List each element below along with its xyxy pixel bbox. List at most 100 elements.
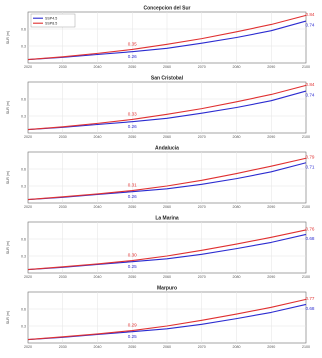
- data-label-mid-lower: 0.26: [128, 194, 137, 199]
- x-tick-label: 2060: [163, 205, 171, 209]
- y-tick-label: 0.3: [21, 184, 26, 188]
- x-tick-label: 2090: [267, 275, 275, 279]
- data-label-mid-upper: 0.31: [128, 183, 137, 188]
- data-label-mid-upper: 0.35: [128, 41, 137, 46]
- legend-label: SSP8.5: [45, 22, 57, 26]
- x-tick-label: 2060: [163, 275, 171, 279]
- legend-label: SSP4.5: [45, 17, 57, 21]
- data-label-mid-lower: 0.26: [128, 124, 137, 129]
- x-tick-label: 2050: [128, 275, 136, 279]
- x-tick-label: 2100: [302, 135, 310, 139]
- data-label-end-lower: 0.74: [306, 23, 315, 28]
- data-label-end-lower: 0.71: [306, 164, 315, 169]
- x-tick-label: 2090: [267, 65, 275, 69]
- panel-0: Concepcion del Sur 2020 2030 2040 2050 2060 20…: [6, 6, 315, 70]
- x-tick-label: 2090: [267, 205, 275, 209]
- data-label-mid-lower: 0.25: [128, 334, 137, 339]
- x-tick-label: 2100: [302, 65, 310, 69]
- series-ssp85-line: [27, 298, 307, 341]
- x-tick-label: 2030: [59, 275, 67, 279]
- x-tick-label: 2050: [128, 135, 136, 139]
- y-axis-label: SLR (m): [6, 311, 10, 324]
- x-tick-label: 2100: [302, 345, 310, 349]
- panel-3: La Marina 2020 2030 2040 2050 2060 2070 2080 209…: [6, 216, 315, 280]
- data-label-mid-upper: 0.29: [128, 323, 137, 328]
- x-tick-label: 2050: [128, 205, 136, 209]
- x-tick-label: 2050: [128, 65, 136, 69]
- x-tick-label: 2030: [59, 135, 67, 139]
- x-tick-label: 2030: [59, 65, 67, 69]
- x-tick-label: 2080: [233, 205, 241, 209]
- series-ssp85-line: [27, 14, 307, 61]
- panel-title: Andalucia: [155, 146, 179, 152]
- panel-2: Andalucia 2020 2030 2040 2050 2060 2070 2080 209…: [6, 146, 315, 210]
- x-tick-label: 2020: [24, 275, 32, 279]
- x-tick-label: 2070: [198, 135, 206, 139]
- x-tick-label: 2060: [163, 135, 171, 139]
- panel-1: San Cristobal 2020 2030 2040 2050 2060 2070 208…: [6, 76, 315, 140]
- x-tick-label: 2040: [94, 345, 102, 349]
- data-label-end-lower: 0.68: [306, 306, 315, 311]
- y-tick-label: 0.3: [21, 324, 26, 328]
- y-axis-label: SLR (m): [6, 101, 10, 114]
- y-tick-label: 0.3: [21, 114, 26, 118]
- data-label-mid-lower: 0.26: [128, 54, 137, 59]
- x-tick-label: 2070: [198, 275, 206, 279]
- x-tick-label: 2090: [267, 135, 275, 139]
- y-tick-label: 0.6: [21, 97, 26, 101]
- x-tick-label: 2060: [163, 65, 171, 69]
- y-tick-label: 0.6: [21, 27, 26, 31]
- y-tick-label: 0.6: [21, 167, 26, 171]
- x-tick-label: 2080: [233, 65, 241, 69]
- x-tick-label: 2090: [267, 345, 275, 349]
- x-tick-label: 2060: [163, 345, 171, 349]
- x-tick-label: 2040: [94, 135, 102, 139]
- y-tick-label: 0.6: [21, 237, 26, 241]
- series-ssp45-line: [27, 233, 307, 271]
- x-tick-label: 2070: [198, 205, 206, 209]
- panel-title: San Cristobal: [151, 76, 184, 82]
- y-axis-label: SLR (m): [6, 171, 10, 184]
- series-ssp85-line: [27, 229, 307, 271]
- y-axis-label: SLR (m): [6, 31, 10, 44]
- panel-title: La Marina: [155, 216, 179, 222]
- y-tick-label: 0.6: [21, 307, 26, 311]
- x-tick-label: 2040: [94, 205, 102, 209]
- panel-title: Marpuro: [157, 286, 177, 292]
- x-tick-label: 2100: [302, 275, 310, 279]
- series-ssp45-line: [27, 20, 307, 61]
- series-ssp45-line: [27, 162, 307, 201]
- x-tick-label: 2080: [233, 275, 241, 279]
- series-ssp85-line: [27, 157, 307, 201]
- x-tick-label: 2040: [94, 65, 102, 69]
- data-label-mid-lower: 0.25: [128, 264, 137, 269]
- data-label-end-lower: 0.68: [306, 236, 315, 241]
- x-tick-label: 2070: [198, 345, 206, 349]
- y-axis-label: SLR (m): [6, 241, 10, 254]
- x-tick-label: 2020: [24, 345, 32, 349]
- series-ssp85-line: [27, 84, 307, 131]
- data-label-end-upper: 0.84: [306, 82, 315, 87]
- x-tick-label: 2100: [302, 205, 310, 209]
- data-label-end-upper: 0.76: [306, 226, 315, 231]
- x-tick-label: 2020: [24, 65, 32, 69]
- x-tick-label: 2080: [233, 135, 241, 139]
- y-tick-label: 0.3: [21, 44, 26, 48]
- x-tick-label: 2030: [59, 345, 67, 349]
- x-tick-label: 2070: [198, 65, 206, 69]
- x-tick-label: 2080: [233, 345, 241, 349]
- y-tick-label: 0.3: [21, 254, 26, 258]
- panel-4: Marpuro 2020 2030 2040 2050 2060 2070 2080 2090 2…: [6, 286, 315, 350]
- x-tick-label: 2020: [24, 205, 32, 209]
- x-tick-label: 2020: [24, 135, 32, 139]
- series-ssp45-line: [27, 303, 307, 341]
- data-label-end-upper: 0.84: [306, 12, 315, 17]
- data-label-end-lower: 0.74: [306, 93, 315, 98]
- data-label-end-upper: 0.79: [306, 155, 315, 160]
- x-tick-label: 2050: [128, 345, 136, 349]
- data-label-end-upper: 0.77: [306, 296, 315, 301]
- data-label-mid-upper: 0.30: [128, 253, 137, 258]
- x-tick-label: 2040: [94, 275, 102, 279]
